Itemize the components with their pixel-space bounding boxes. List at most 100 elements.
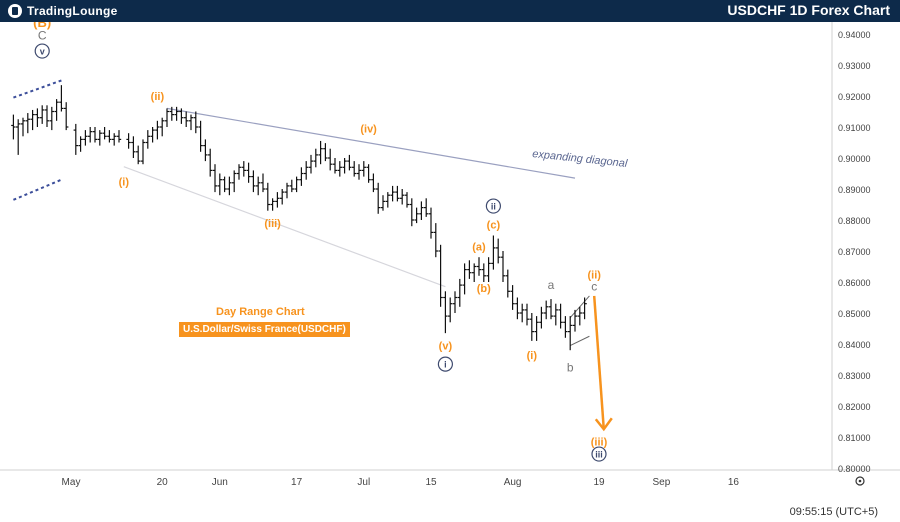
projection-arrowhead — [594, 417, 613, 432]
ohlc-bar — [236, 164, 242, 180]
ohlc-bar — [140, 139, 146, 165]
y-tick-label: 0.93000 — [838, 61, 871, 71]
ohlc-bar — [289, 179, 294, 193]
ohlc-bar — [352, 161, 357, 177]
wave-label: (i) — [527, 350, 538, 362]
ohlc-bar — [467, 260, 472, 279]
wave-label: (ii) — [151, 91, 165, 103]
ohlc-bar — [356, 164, 362, 180]
dashed-channel-line — [13, 79, 62, 99]
ohlc-bar — [59, 85, 64, 112]
ohlc-bar — [313, 148, 318, 168]
ohlc-bar — [524, 303, 530, 326]
ohlc-bar — [476, 257, 482, 276]
wave-label-circled: iii — [591, 446, 607, 462]
ohlc-bar — [217, 173, 222, 196]
ohlc-bar — [419, 201, 424, 220]
price-chart[interactable]: (B)Cv (ii) (i) (iii) (iv) (v) i (a) (b) (c) ii (i) a… — [0, 22, 900, 522]
wave-label: b — [567, 360, 574, 374]
ohlc-bar — [227, 176, 232, 196]
ohlc-bar — [491, 235, 496, 270]
y-tick-label: 0.86000 — [838, 278, 871, 288]
ohlc-bar — [572, 309, 578, 332]
ohlc-bar — [505, 269, 510, 298]
x-tick-label: May — [62, 477, 81, 488]
logo-mark-icon — [8, 4, 22, 18]
wave-label: (a) — [472, 241, 486, 253]
ohlc-bar — [510, 285, 515, 310]
ohlc-bar — [414, 207, 419, 224]
ohlc-bar — [404, 192, 410, 208]
y-tick-label: 0.90000 — [838, 154, 871, 164]
ohlc-bar — [452, 291, 458, 313]
y-axis-ticks: 0.94000 0.93000 0.92000 0.91000 0.90000 0.890… — [838, 30, 871, 474]
ohlc-bar — [25, 113, 30, 134]
ohlc-bar — [438, 244, 443, 307]
ohlc-bar — [347, 154, 352, 171]
ohlc-bar — [131, 136, 136, 158]
ohlc-bar — [582, 297, 587, 320]
ohlc-bar — [241, 161, 246, 177]
ohlc-bar — [73, 123, 78, 155]
ohlc-bar — [424, 198, 429, 217]
dashed-channel-line — [13, 178, 62, 201]
y-tick-label: 0.92000 — [838, 92, 871, 102]
ohlc-bar — [304, 161, 309, 180]
wave-label-circled: i — [437, 356, 453, 372]
ohlc-bar — [486, 257, 491, 282]
ohlc-bar — [294, 176, 299, 193]
diagonal-lower-line — [123, 166, 446, 288]
ohlc-bar — [529, 313, 534, 341]
ohlc-bar — [208, 148, 213, 177]
ohlc-bar — [64, 102, 69, 131]
x-tick-label: 15 — [425, 477, 437, 488]
ohlc-bar — [328, 148, 333, 171]
ohlc-bar — [164, 108, 170, 127]
x-tick-label: Jun — [212, 477, 228, 488]
range-chart-title: Day Range Chart — [216, 306, 305, 318]
logo-text: TradingLounge — [27, 4, 118, 18]
ohlc-bar — [222, 176, 227, 193]
svg-text:v: v — [40, 47, 45, 57]
ohlc-bar — [496, 238, 501, 264]
settings-gear-icon[interactable] — [855, 476, 865, 486]
wave-label: a — [548, 278, 555, 292]
ohlc-bar — [251, 170, 256, 193]
wave-label-circled: ii — [485, 198, 501, 214]
ohlc-bar — [332, 158, 338, 174]
y-tick-label: 0.80000 — [838, 464, 871, 474]
ohlc-bar — [385, 192, 390, 208]
ohlc-bar — [366, 164, 371, 183]
ohlc-bar — [174, 106, 179, 121]
wave-label: (b) — [477, 283, 491, 295]
ohlc-bar — [160, 117, 165, 137]
ohlc-bars — [11, 85, 587, 351]
ohlc-bar — [112, 133, 117, 146]
ohlc-bar — [280, 189, 285, 205]
wave-label: C — [38, 29, 47, 43]
ohlc-bar — [256, 176, 261, 196]
wave-label: (iv) — [360, 124, 377, 136]
y-tick-label: 0.83000 — [838, 371, 871, 381]
ohlc-bar — [198, 120, 203, 152]
y-tick-label: 0.82000 — [838, 402, 871, 412]
ohlc-bar — [534, 316, 539, 341]
ohlc-bar — [155, 120, 160, 140]
channel-label: expanding diagonal — [532, 148, 629, 170]
ohlc-bar — [481, 263, 486, 282]
ohlc-bar — [246, 162, 251, 183]
ohlc-bar — [88, 127, 93, 143]
wave-label-circled: v — [34, 43, 50, 59]
ohlc-bar — [323, 143, 328, 162]
ohlc-bar — [515, 297, 520, 320]
ohlc-bar — [30, 109, 35, 131]
svg-text:iii: iii — [595, 450, 603, 460]
y-tick-label: 0.94000 — [838, 30, 871, 40]
trend-lines — [13, 79, 613, 432]
ohlc-bar — [136, 145, 141, 165]
ohlc-bar — [544, 300, 549, 320]
ohlc-bar — [400, 189, 405, 205]
ohlc-bar — [179, 108, 184, 124]
ohlc-bar — [212, 164, 218, 193]
